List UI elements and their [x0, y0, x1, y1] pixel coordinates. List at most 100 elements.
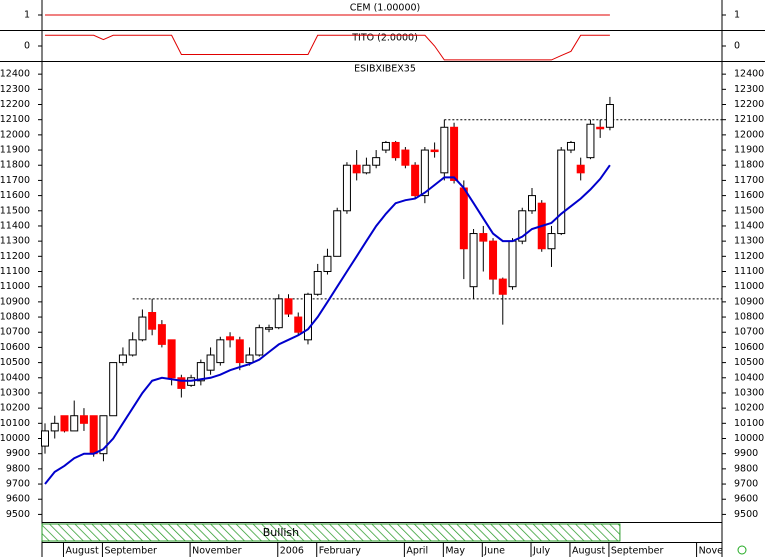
candle-body	[372, 157, 381, 166]
panel-title: CEM (1.00000)	[350, 3, 421, 14]
y-tick-label: 0	[24, 41, 30, 52]
candle-body	[401, 149, 410, 166]
candle-body	[498, 278, 507, 295]
candle-body	[167, 339, 176, 379]
candle-body	[148, 311, 157, 330]
candle-body	[518, 210, 527, 242]
candle-body	[450, 126, 459, 181]
y-tick-label: 10000	[734, 433, 764, 444]
x-tick-label: August	[65, 546, 99, 557]
y-tick-label: 10200	[0, 403, 30, 414]
y-tick-label: 10100	[0, 418, 30, 429]
candle-body	[362, 164, 371, 174]
x-tick-label: 2006	[280, 546, 304, 557]
candle-body	[138, 316, 147, 341]
y-tick-label: 10600	[734, 342, 764, 353]
candle-body	[265, 327, 274, 330]
candle-body	[255, 327, 264, 356]
y-tick-label: 11300	[734, 236, 764, 247]
y-tick-label: 11700	[0, 175, 30, 186]
y-tick-label: 0	[734, 41, 740, 52]
candle-body	[109, 362, 118, 417]
y-tick-label: 11900	[0, 145, 30, 156]
x-tick-label: August	[572, 546, 606, 557]
y-tick-label: 9600	[734, 494, 758, 505]
candle-body	[605, 104, 614, 128]
y-tick-label: 9800	[6, 463, 30, 474]
y-tick-label: 11000	[0, 281, 30, 292]
candle-body	[274, 298, 283, 329]
status-icon	[737, 545, 747, 555]
candle-body	[381, 141, 390, 151]
candle-body	[420, 149, 429, 197]
y-tick-label: 12100	[0, 114, 30, 125]
signal-band	[41, 523, 621, 542]
y-tick-label: 11500	[0, 205, 30, 216]
y-tick-label: 10300	[734, 387, 764, 398]
y-tick-label: 10700	[0, 327, 30, 338]
y-tick-label: 12000	[0, 129, 30, 140]
candle-body	[89, 415, 98, 455]
signal-label: Bullish	[263, 526, 299, 539]
y-tick-label: 10800	[734, 312, 764, 323]
candle-body	[99, 415, 108, 455]
candle-body	[303, 293, 312, 341]
candle-body	[235, 339, 244, 364]
candle-body	[586, 123, 595, 159]
candle-body	[411, 164, 420, 197]
candle-body	[489, 240, 498, 280]
y-tick-label: 12200	[0, 99, 30, 110]
y-tick-label: 11000	[734, 281, 764, 292]
y-tick-label: 10700	[734, 327, 764, 338]
y-tick-label: 1	[734, 10, 740, 21]
series-line	[44, 164, 611, 485]
y-tick-label: 11100	[734, 266, 764, 277]
candle-body	[60, 415, 69, 432]
candle-body	[430, 149, 439, 153]
y-tick-label: 11400	[0, 220, 30, 231]
y-tick-label: 11700	[734, 175, 764, 186]
x-tick-label: February	[319, 546, 361, 557]
x-tick-label: Nove	[699, 546, 724, 557]
candle-body	[226, 336, 235, 341]
x-tick-label: September	[611, 546, 664, 557]
y-tick-label: 11200	[734, 251, 764, 262]
y-tick-label: 9500	[6, 509, 30, 520]
candle-body	[177, 377, 186, 389]
y-tick-label: 9900	[734, 448, 758, 459]
candle-body	[469, 233, 478, 288]
candle-body	[323, 255, 332, 273]
y-tick-label: 11800	[734, 160, 764, 171]
candle-body	[70, 415, 79, 432]
y-tick-label: 12200	[734, 99, 764, 110]
candle-body	[508, 240, 517, 288]
y-tick-label: 10100	[734, 418, 764, 429]
candle-body	[391, 141, 400, 159]
series-line	[45, 34, 610, 61]
candle-body	[41, 430, 49, 447]
candle-body	[576, 164, 585, 174]
candle-body	[294, 316, 303, 333]
candle-body	[245, 354, 254, 364]
candle-body	[342, 164, 351, 212]
y-tick-label: 10000	[0, 433, 30, 444]
candle-body	[79, 415, 88, 424]
y-tick-label: 11100	[0, 266, 30, 277]
y-tick-label: 11400	[734, 220, 764, 231]
y-tick-label: 9600	[6, 494, 30, 505]
x-tick-label: May	[445, 546, 465, 557]
x-tick-label: June	[483, 546, 505, 557]
y-tick-label: 10300	[0, 387, 30, 398]
x-tick-label: April	[406, 546, 428, 557]
y-tick-label: 10200	[734, 403, 764, 414]
y-tick-label: 12100	[734, 114, 764, 125]
y-tick-label: 11900	[734, 145, 764, 156]
candle-body	[157, 324, 166, 345]
y-tick-label: 10500	[734, 357, 764, 368]
candle-body	[216, 339, 225, 364]
candle-body	[118, 354, 127, 364]
y-tick-label: 10800	[0, 312, 30, 323]
y-tick-label: 12400	[734, 69, 764, 80]
candle-body	[557, 149, 566, 235]
